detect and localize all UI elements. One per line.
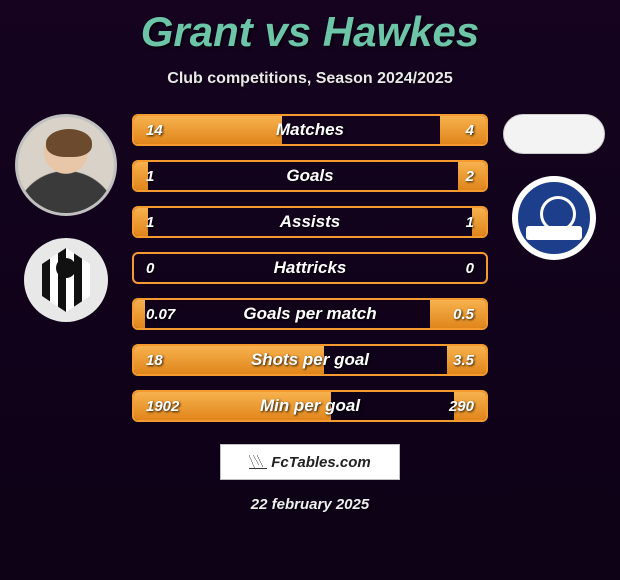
bar-value-right: 0.5 [424,306,486,323]
club-right-badge [512,176,596,260]
bar-value-right: 290 [424,398,486,415]
player-right-avatar [503,114,605,154]
bar-label: Shots per goal [196,350,424,370]
player-left-avatar [15,114,117,216]
brand-badge[interactable]: FcTables.com [220,444,400,480]
stat-bar: 1Assists1 [132,206,488,238]
bar-value-left: 1 [134,214,196,231]
stat-bar: 1902Min per goal290 [132,390,488,422]
right-column [494,114,614,422]
bar-value-right: 0 [424,260,486,277]
stat-bar: 18Shots per goal3.5 [132,344,488,376]
brand-text: FcTables.com [271,454,370,471]
left-column [6,114,126,422]
bar-label: Assists [196,212,424,232]
bar-label: Goals per match [196,304,424,324]
date-label: 22 february 2025 [0,496,620,513]
bar-value-left: 14 [134,122,196,139]
bar-value-right: 2 [424,168,486,185]
bar-value-left: 0.07 [134,306,196,323]
stat-bar: 14Matches4 [132,114,488,146]
comparison-panel: 14Matches41Goals21Assists10Hattricks00.0… [0,114,620,422]
stat-bars: 14Matches41Goals21Assists10Hattricks00.0… [126,114,494,422]
bar-value-left: 1902 [134,398,196,415]
bar-value-right: 3.5 [424,352,486,369]
bar-value-left: 18 [134,352,196,369]
stat-bar: 1Goals2 [132,160,488,192]
brand-icon [249,455,267,469]
subtitle: Club competitions, Season 2024/2025 [0,70,620,88]
stat-bar: 0.07Goals per match0.5 [132,298,488,330]
bar-value-left: 1 [134,168,196,185]
bar-label: Hattricks [196,258,424,278]
bar-value-right: 4 [424,122,486,139]
bar-value-right: 1 [424,214,486,231]
stat-bar: 0Hattricks0 [132,252,488,284]
club-left-badge [24,238,108,322]
page-title: Grant vs Hawkes [0,0,620,56]
bar-label: Goals [196,166,424,186]
bar-label: Matches [196,120,424,140]
bar-value-left: 0 [134,260,196,277]
bar-label: Min per goal [196,396,424,416]
